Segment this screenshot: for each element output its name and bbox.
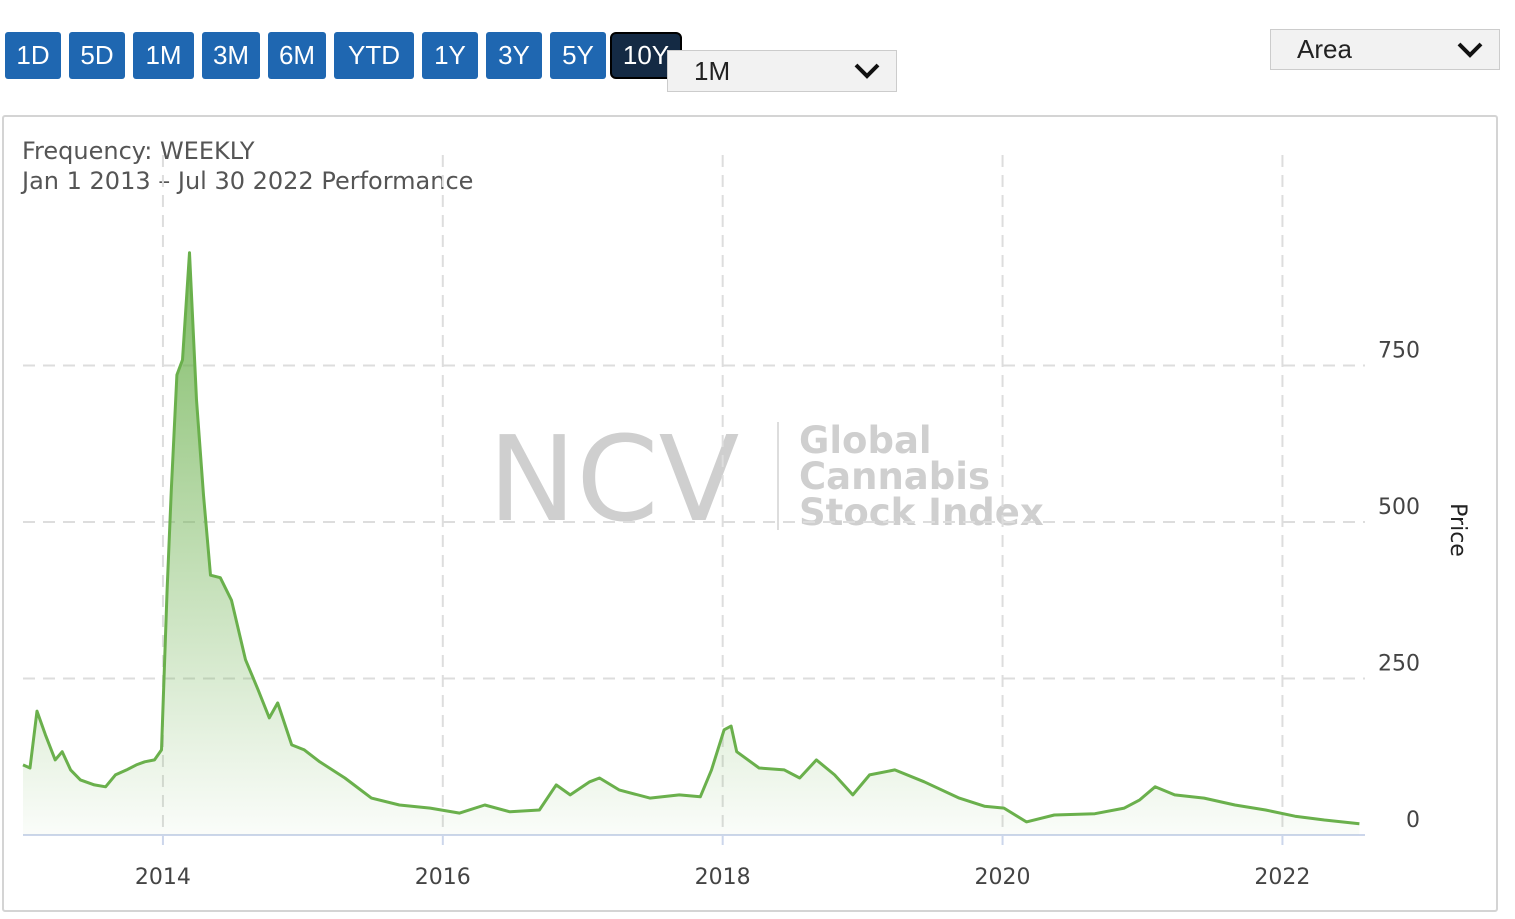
x-tick-label: 2022 [1254, 865, 1310, 890]
x-tick-label: 2020 [975, 865, 1031, 890]
x-tick-label: 2018 [695, 865, 751, 890]
range-button[interactable]: 6M [268, 32, 326, 79]
interval-select[interactable]: 1M [667, 50, 897, 92]
subtitle: Frequency: WEEKLY [22, 137, 255, 165]
watermark-line: Cannabis [799, 455, 990, 498]
range-button[interactable]: 3Y [486, 32, 542, 79]
chevron [1457, 42, 1483, 58]
x-tick-label: 2016 [415, 865, 471, 890]
subtitle: Jan 1 2013 – Jul 30 2022 Performance [20, 167, 473, 195]
range-button[interactable]: 1M [133, 32, 194, 79]
style-select[interactable]: Area [1270, 29, 1500, 70]
watermark-line: Stock Index [799, 491, 1044, 534]
x-tick-label: 2014 [135, 865, 191, 890]
interval-value: 1M [694, 55, 731, 86]
watermark-logo: NCV [488, 410, 739, 548]
area-fill [23, 252, 1360, 836]
range-button[interactable]: 5D [69, 32, 125, 79]
range-button[interactable]: 3M [202, 32, 260, 79]
y-axis-label: Price [1445, 503, 1470, 557]
chevron [854, 63, 880, 79]
range-button[interactable]: 5Y [550, 32, 606, 79]
watermark-line: Global [799, 419, 932, 462]
style-value: Area [1297, 34, 1352, 64]
range-button[interactable]: YTD [334, 32, 414, 79]
y-tick-label: 0 [1406, 808, 1420, 833]
chart-panel [2, 115, 1498, 912]
y-tick-label: 500 [1378, 495, 1420, 520]
range-button[interactable]: 1D [5, 32, 61, 79]
range-button[interactable]: 1Y [422, 32, 478, 79]
y-tick-label: 250 [1378, 652, 1420, 677]
y-tick-label: 750 [1378, 339, 1420, 364]
price-line [22, 251, 1360, 826]
